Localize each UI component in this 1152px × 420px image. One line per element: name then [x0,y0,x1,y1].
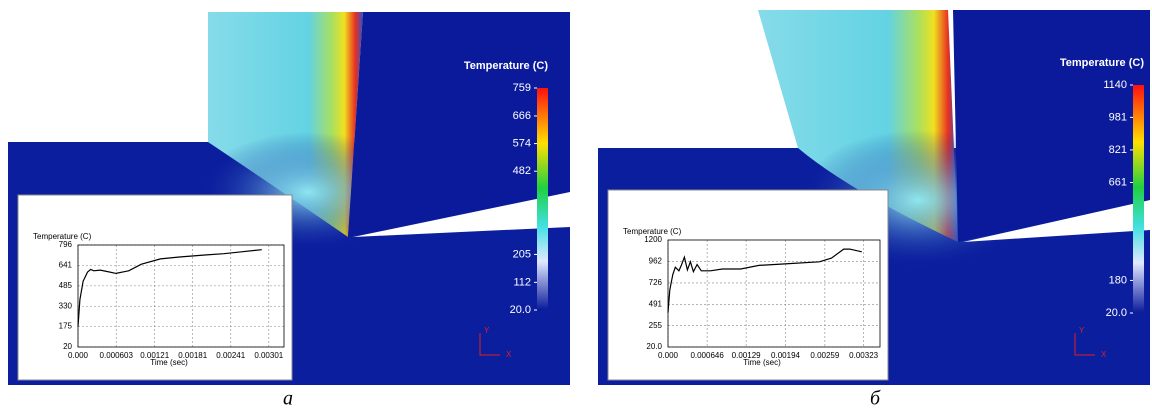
colorbar-label: 482 [513,165,531,177]
colorbar-label: 180 [1109,274,1127,286]
figure: Temperature (C) 759 666 574 482 205 112 20.0 Y Xа… [0,0,1152,415]
y-tick-label: 1200 [644,235,662,244]
triad-y: Y [484,326,490,335]
x-tick-label: 0.00241 [216,351,245,360]
x-tick-label: 0.000 [68,351,89,360]
colorbar-label: 112 [513,276,531,288]
caption: б [870,388,881,410]
y-tick-label: 641 [59,260,73,269]
colorbar-label: 759 [513,82,531,94]
y-tick-label: 962 [649,257,663,266]
page: { "panels": [ {"caption": "а", "colorbar… [0,0,1152,415]
y-tick-label: 20.0 [646,342,662,351]
colorbar [1133,85,1144,313]
colorbar-label: 20.0 [1106,307,1127,319]
x-axis-title: Time (sec) [150,358,188,367]
colorbar-label: 205 [513,248,531,260]
y-tick-label: 796 [59,240,73,249]
y-tick-label: 175 [59,322,73,331]
y-tick-label: 485 [59,281,73,290]
y-tick-label: 255 [649,321,663,330]
colorbar-title: Temperature (C) [464,60,548,72]
triad-x: X [506,350,512,359]
y-tick-label: 491 [649,299,663,308]
x-axis-title: Time (sec) [743,358,781,367]
x-tick-label: 0.000 [658,351,679,360]
colorbar-label: 661 [1109,176,1127,188]
y-tick-label: 726 [649,278,663,287]
colorbar-label: 20.0 [510,304,531,316]
x-tick-label: 0.00301 [254,351,283,360]
triad-x: X [1101,350,1107,359]
x-tick-label: 0.00323 [849,351,878,360]
x-tick-label: 0.000646 [690,351,724,360]
colorbar-title: Temperature (C) [1060,57,1144,69]
colorbar-label: 981 [1109,111,1127,123]
x-tick-label: 0.000603 [100,351,134,360]
y-tick-label: 330 [59,301,73,310]
triad-y: Y [1079,326,1085,335]
colorbar-label: 821 [1109,144,1127,156]
colorbar [537,88,548,310]
y-tick-label: 20 [63,342,72,351]
colorbar-label: 574 [513,137,531,149]
caption: а [283,388,293,410]
x-tick-label: 0.00259 [810,351,839,360]
colorbar-label: 1140 [1103,79,1127,91]
colorbar-label: 666 [513,110,531,122]
